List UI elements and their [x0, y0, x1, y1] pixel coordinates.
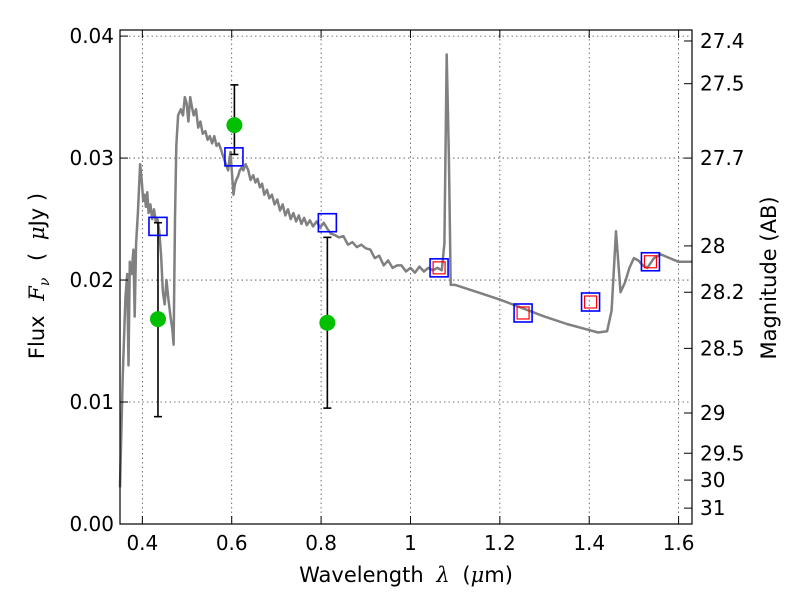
x-tick-label: 1 [404, 531, 417, 555]
model-photometry-square [429, 258, 449, 278]
x-axis-label-unit-mu: μ [471, 563, 485, 587]
observed-photometry-point [319, 314, 336, 331]
plot-frame [119, 29, 693, 525]
model-photometry-square [513, 303, 533, 323]
x-tick-label: 0.4 [126, 531, 158, 555]
y-tick-label: 0.01 [69, 390, 114, 414]
grid [120, 30, 692, 525]
y2-tick-label: 30 [700, 468, 725, 492]
x-tick-label: 0.8 [305, 531, 337, 555]
y-axis-label: Flux Fν ( μJy ) [25, 193, 54, 359]
marker-layer [148, 117, 661, 331]
errorbar-layer [153, 84, 332, 418]
model-spectrum-line [118, 53, 692, 488]
y2-tick-label: 31 [700, 496, 725, 520]
y-axis-label-unit: Jy ) [25, 193, 49, 229]
y2-tick-label: 27.7 [700, 146, 745, 170]
model-photometry-square [317, 212, 338, 233]
y-axis-label-unit-open: ( [25, 253, 49, 261]
observed-photometry-square [432, 261, 446, 275]
x-tick-label: 1.2 [484, 531, 516, 555]
y-axis-label-subscript: ν [37, 277, 53, 286]
x-tick-label: 1.4 [573, 531, 605, 555]
y2-tick-label: 27.5 [700, 72, 745, 96]
x-axis-label-text: Wavelength [299, 563, 424, 587]
model-photometry-square [580, 292, 601, 312]
y-axis-label-symbol: F [25, 285, 49, 302]
y-tick-label: 0.02 [69, 268, 114, 292]
observed-photometry-square [643, 255, 658, 269]
y2-tick-label: 28.5 [700, 336, 745, 360]
observed-photometry-square [516, 306, 530, 320]
x-axis-label-symbol: λ [435, 563, 449, 587]
y2-tick-label: 29 [700, 401, 725, 425]
model-photometry-square [640, 251, 661, 272]
y2-tick-label: 27.4 [700, 29, 745, 53]
y-tick-label: 0.00 [69, 512, 114, 536]
model-photometry-square [224, 147, 244, 167]
y2-tick-label: 28 [700, 234, 725, 258]
x-tick-label: 0.6 [216, 531, 248, 555]
observed-photometry-point [226, 117, 243, 134]
y2-axis-label: Magnitude (AB) [757, 196, 781, 359]
x-axis-label-unit-open: ( [462, 563, 470, 587]
x-axis-label-unit: m) [484, 563, 513, 587]
spectrum-layer [118, 53, 692, 488]
x-axis-label: Wavelength λ (μm) [299, 563, 513, 587]
y-axis-label-unit-mu: μ [25, 226, 49, 240]
y-tick-label: 0.04 [69, 24, 114, 48]
x-tick-label: 1.6 [663, 531, 695, 555]
y2-tick-label: 29.5 [700, 441, 745, 465]
model-photometry-square [148, 216, 168, 237]
y2-tick-label: 28.2 [700, 280, 745, 304]
y-tick-label: 0.03 [69, 146, 114, 170]
tick-layer: 0.4 0.6 0.8 1 1.2 1.4 1.6 0.00 0.01 0.02 0.03 0.04 2… [69, 24, 744, 555]
y-axis-label-text: Flux [25, 315, 49, 359]
observed-photometry-square [583, 295, 598, 309]
observed-photometry-point [149, 311, 166, 328]
